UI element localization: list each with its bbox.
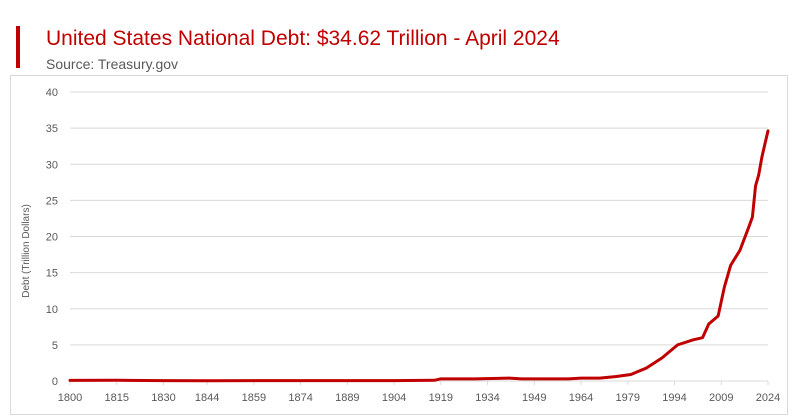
x-tick-label: 1830 <box>151 392 175 404</box>
y-tick-label: 0 <box>52 376 58 388</box>
data-point <box>536 378 539 380</box>
data-point <box>645 367 648 369</box>
y-tick-label: 20 <box>46 232 58 244</box>
data-point <box>206 380 208 382</box>
data-point <box>433 379 436 381</box>
y-axis-label: Debt (Trillion Dollars) <box>21 204 32 298</box>
data-point <box>393 380 395 382</box>
x-tick-label: 1904 <box>382 392 406 404</box>
data-point <box>730 264 732 266</box>
x-tick-label: 2024 <box>756 392 780 404</box>
data-point <box>758 174 760 176</box>
x-tick-label: 1934 <box>475 392 499 404</box>
chart-source: Source: Treasury.gov <box>46 56 179 72</box>
gridlines <box>69 91 769 385</box>
data-point <box>299 380 302 382</box>
x-tick-label: 1979 <box>616 392 640 404</box>
data-point <box>508 377 510 379</box>
x-tick-label: 1919 <box>429 392 453 404</box>
data-point <box>162 380 165 382</box>
x-tick-label: 1994 <box>662 392 686 404</box>
x-tick-label: 1815 <box>104 392 128 404</box>
data-point <box>717 315 719 317</box>
data-point <box>701 337 704 339</box>
y-tick-label: 30 <box>46 159 58 171</box>
data-point <box>69 379 71 382</box>
data-point <box>661 357 663 359</box>
series-line-debt <box>68 129 770 383</box>
data-point <box>767 130 769 132</box>
data-point <box>474 378 476 380</box>
data-point <box>692 339 694 341</box>
y-axis-tick-labels: 0 5 10 15 20 25 30 35 40 <box>46 87 58 388</box>
x-tick-label: 1889 <box>335 392 359 404</box>
data-point <box>614 376 616 378</box>
data-point <box>580 377 582 379</box>
x-tick-label: 1874 <box>288 392 312 404</box>
data-point <box>253 379 255 382</box>
data-point <box>116 379 118 381</box>
data-point <box>599 377 601 379</box>
data-point <box>723 286 725 288</box>
x-tick-label: 1800 <box>58 392 82 404</box>
data-point <box>761 157 763 159</box>
data-point <box>346 380 348 382</box>
x-tick-label: 1859 <box>242 392 266 404</box>
y-tick-label: 40 <box>46 87 58 99</box>
x-axis-tick-labels: 1800 1815 1830 1844 1859 1874 1889 1904 1919 1934… <box>58 392 780 404</box>
chart-title: United States National Debt: $34.62 Tril… <box>46 27 560 50</box>
data-point <box>567 378 570 380</box>
y-tick-label: 15 <box>46 268 58 280</box>
data-point <box>521 378 523 380</box>
title-accent-bar <box>16 26 20 68</box>
x-tick-label: 1949 <box>522 392 546 404</box>
data-point <box>677 344 679 346</box>
data-point <box>764 143 766 145</box>
x-tick-label: 2009 <box>709 392 733 404</box>
x-tick-label: 1844 <box>195 392 219 404</box>
x-tick-label: 1964 <box>569 392 593 404</box>
data-point <box>754 185 757 187</box>
data-point <box>630 373 632 376</box>
data-point <box>739 249 741 251</box>
data-point <box>440 378 442 380</box>
y-tick-label: 25 <box>46 195 58 207</box>
data-point <box>748 225 750 227</box>
data-point <box>751 216 754 218</box>
chart-frame <box>10 75 788 415</box>
series-layer <box>68 129 770 383</box>
y-tick-label: 10 <box>46 304 58 316</box>
y-tick-label: 35 <box>46 123 58 135</box>
data-point <box>708 323 710 325</box>
y-tick-label: 5 <box>52 340 58 352</box>
